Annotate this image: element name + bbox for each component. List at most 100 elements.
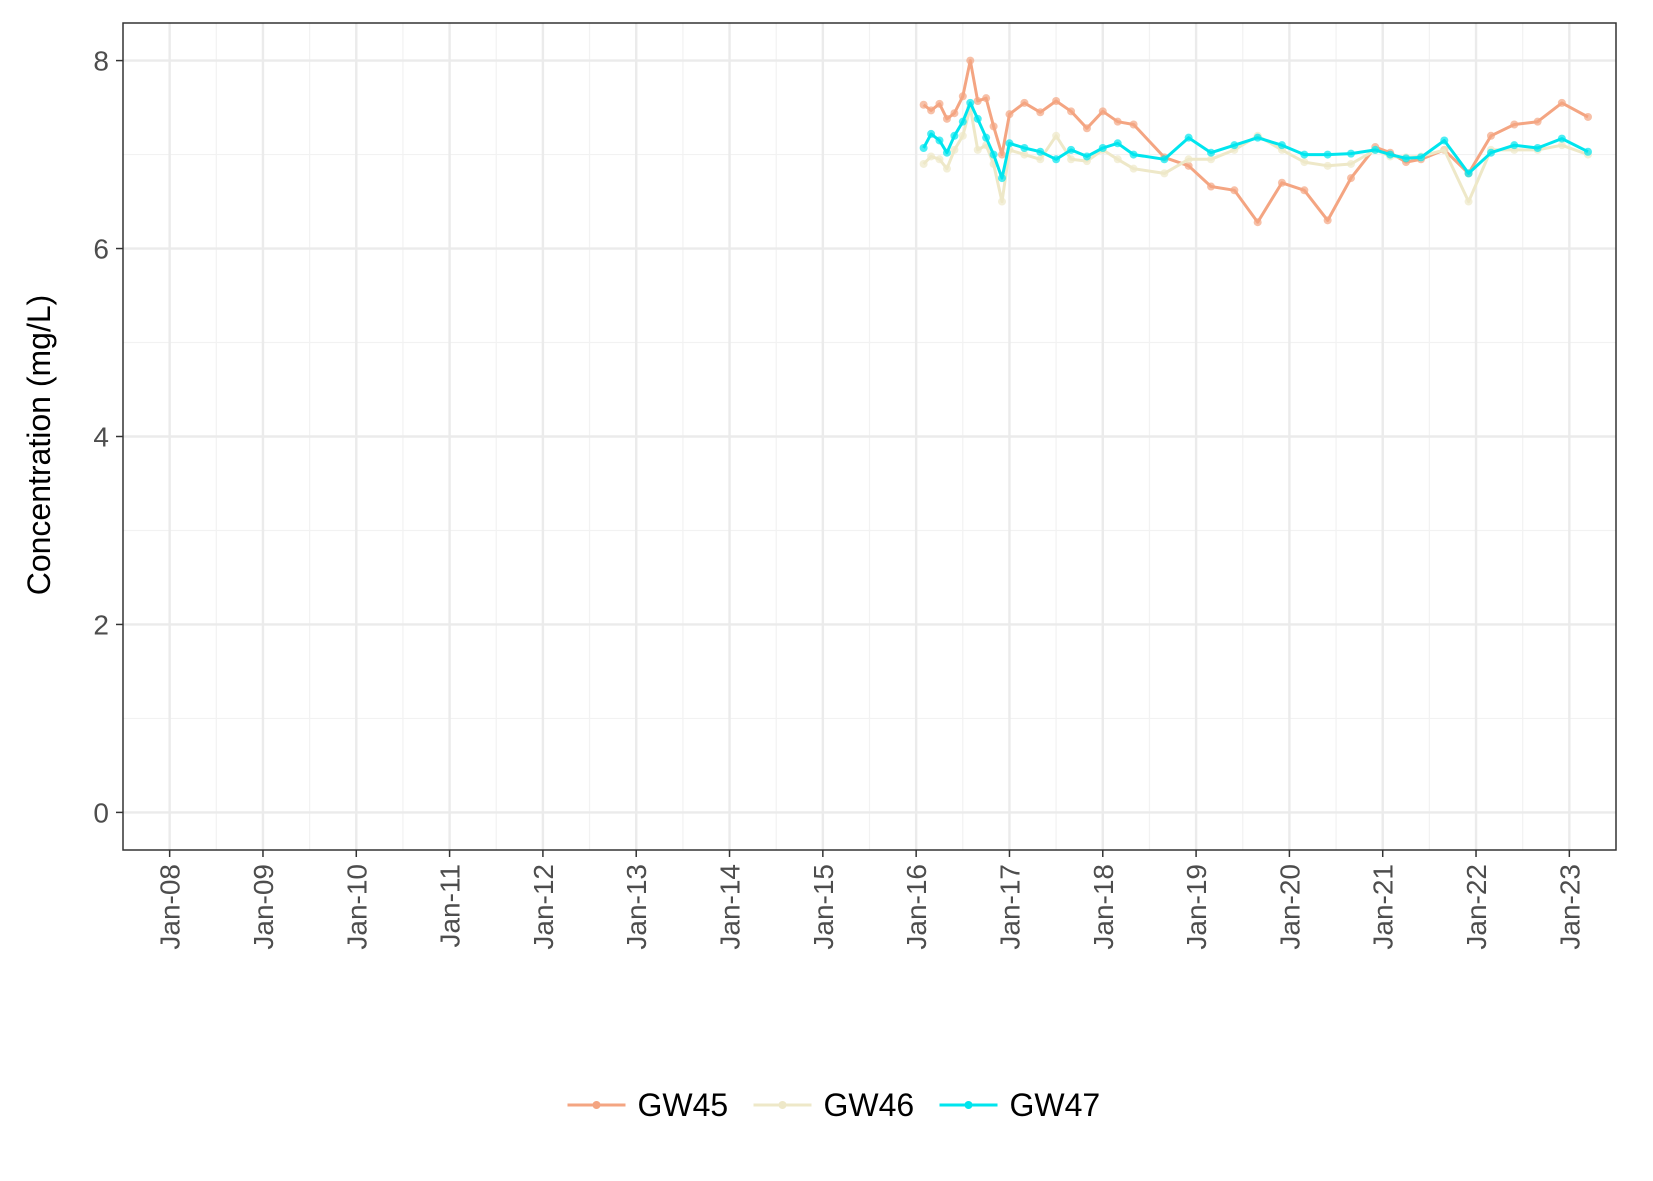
data-point-gw45 [1098,107,1107,116]
data-point-gw47 [1402,154,1411,163]
data-point-gw45 [919,100,928,109]
data-point-gw46 [1323,161,1332,170]
data-point-gw46 [950,145,959,154]
data-point-gw46 [1464,197,1473,206]
data-point-gw47 [1253,133,1262,142]
data-point-gw46 [1440,145,1449,154]
data-point-gw47 [1300,150,1309,159]
data-point-gw47 [1533,143,1542,152]
data-point-gw45 [958,92,967,101]
x-tick-label: Jan-19 [1181,864,1212,950]
data-point-gw45 [1486,131,1495,140]
data-point-gw45 [1584,112,1593,121]
data-point-gw47 [989,150,998,159]
data-point-gw46 [998,197,1007,206]
data-point-gw46 [1160,169,1169,178]
x-tick-label: Jan-18 [1088,864,1119,950]
data-point-gw47 [950,131,959,140]
data-point-gw47 [1005,139,1014,148]
data-point-gw45 [1113,117,1122,126]
data-point-gw46 [1036,155,1045,164]
y-tick-label: 4 [93,422,109,453]
data-point-gw46 [1067,155,1076,164]
data-point-gw47 [1584,147,1593,156]
x-tick-label: Jan-23 [1554,864,1585,950]
data-point-gw47 [1082,152,1091,161]
legend: GW45 GW46 GW47 [567,1087,1101,1123]
y-axis: 0 2 4 6 8 [93,46,123,828]
series-layer [919,56,1593,227]
data-point-gw45 [1323,216,1332,225]
data-point-gw46 [1346,159,1355,168]
legend-label-gw47: GW47 [1010,1087,1101,1123]
data-point-gw47 [1371,145,1380,154]
data-point-gw46 [1557,141,1566,150]
data-point-gw45 [998,150,1007,159]
data-point-gw47 [927,129,936,138]
data-point-gw46 [973,145,982,154]
legend-label-gw45: GW45 [638,1087,729,1123]
data-point-gw47 [1067,145,1076,154]
data-point-gw47 [935,136,944,145]
data-point-gw45 [1067,107,1076,116]
data-point-gw45 [966,56,975,65]
series-line-gw47 [922,101,1589,180]
data-point-gw46 [1113,155,1122,164]
data-point-gw45 [1300,186,1309,195]
data-point-gw46 [1052,131,1061,140]
data-point-gw45 [1533,117,1542,126]
x-tick-label: Jan-17 [994,864,1025,950]
y-tick-label: 2 [93,609,109,640]
x-tick-label: Jan-22 [1461,864,1492,950]
data-point-gw47 [1160,155,1169,164]
data-point-gw45 [1129,120,1138,129]
x-tick-label: Jan-08 [155,864,186,950]
data-point-gw45 [1036,108,1045,117]
major-gridlines [123,23,1616,850]
data-point-gw45 [1230,186,1239,195]
data-point-gw45 [1005,110,1014,119]
data-point-gw45 [982,94,991,103]
y-tick-label: 6 [93,234,109,265]
data-point-gw45 [927,106,936,115]
x-tick-label: Jan-20 [1274,864,1305,950]
data-point-gw47 [1440,136,1449,145]
data-point-gw45 [1253,218,1262,227]
data-point-gw45 [935,99,944,108]
data-point-gw47 [1486,148,1495,157]
x-tick-label: Jan-14 [715,864,746,950]
data-point-gw47 [1113,139,1122,148]
x-tick-label: Jan-21 [1368,864,1399,950]
data-point-gw47 [1207,148,1216,157]
data-point-gw45 [1277,178,1286,187]
data-point-gw45 [989,122,998,131]
y-tick-label: 8 [93,46,109,77]
data-point-gw47 [1464,169,1473,178]
data-point-gw47 [1386,150,1395,159]
series-line-gw46 [922,106,1589,204]
data-point-gw45 [1052,97,1061,106]
data-point-gw46 [919,159,928,168]
data-point-gw45 [1557,98,1566,107]
data-point-gw47 [1416,153,1425,162]
data-point-gw45 [950,109,959,118]
data-point-gw47 [1557,134,1566,143]
data-point-gw46 [927,152,936,161]
data-point-gw47 [942,148,951,157]
x-tick-label: Jan-15 [808,864,839,950]
data-point-gw47 [919,143,928,152]
data-point-gw47 [1052,155,1061,164]
data-point-gw45 [942,114,951,123]
data-point-gw47 [998,174,1007,183]
data-point-gw46 [1300,158,1309,167]
data-point-gw45 [1510,120,1519,129]
data-point-gw46 [935,155,944,164]
x-tick-label: Jan-12 [528,864,559,950]
data-point-gw45 [1184,161,1193,170]
data-point-gw45 [1346,174,1355,183]
data-point-gw45 [1207,182,1216,191]
x-tick-label: Jan-10 [341,864,372,950]
x-tick-label: Jan-11 [435,864,466,948]
